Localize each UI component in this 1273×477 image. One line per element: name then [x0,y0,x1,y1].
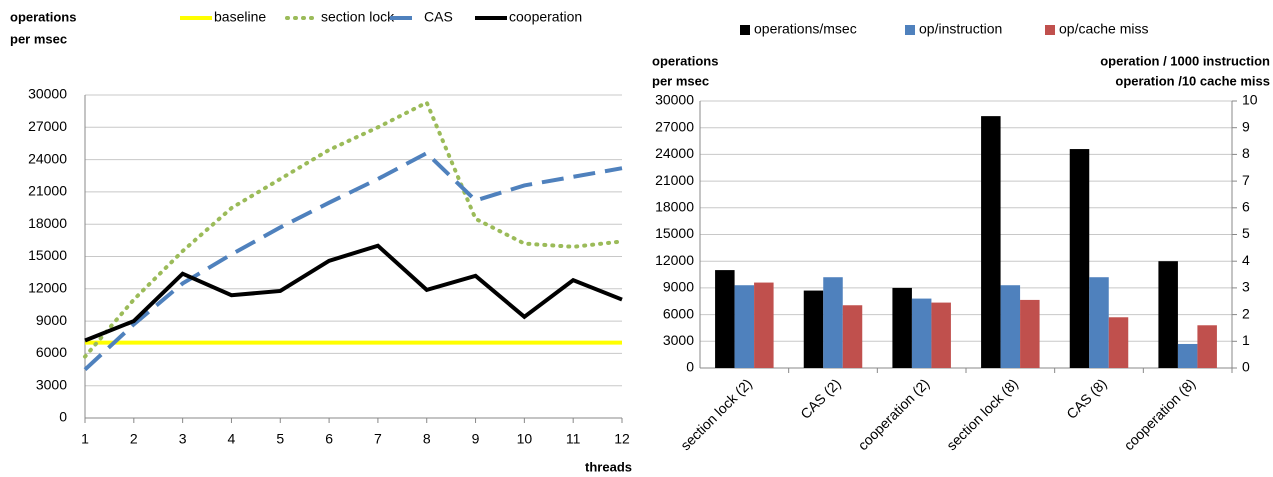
y-tick-label: 27000 [28,118,67,134]
y2-tick-label: 2 [1242,305,1250,321]
x-tick-label: 9 [472,431,480,447]
x-tick-label: 12 [614,431,630,447]
y-tick-label: 21000 [655,172,694,188]
y-tick-label: 6000 [663,305,694,321]
bar [1089,277,1109,368]
line-series [83,99,624,359]
bar [1020,299,1040,368]
y2-axis-label: operation / 1000 instruction [1100,53,1270,68]
bar [842,305,863,368]
bar [911,298,932,368]
x-tick-label: 7 [374,431,382,447]
y-tick-label: 9000 [663,279,694,295]
y-tick-label: 9000 [36,312,67,328]
legend-swatch [905,25,915,35]
y2-tick-label: 6 [1242,199,1250,215]
bar [734,285,755,368]
legend-label: op/cache miss [1059,21,1148,37]
legend-swatch [740,25,750,35]
y-axis-label: per msec [10,31,67,46]
y-tick-label: 30000 [655,92,694,108]
x-axis-label: threads [585,459,632,474]
x-tick-label: 2 [130,431,138,447]
y-tick-label: 3000 [36,376,67,392]
y-tick-label: 27000 [655,118,694,134]
bar [1177,343,1198,368]
legend-label: op/instruction [919,21,1002,37]
y-tick-label: 24000 [655,145,694,161]
bar [823,277,843,368]
legend-label: operations/msec [754,21,857,37]
y2-tick-label: 7 [1242,172,1250,188]
bar [1069,149,1090,368]
y-tick-label: 0 [59,409,67,425]
line-series [84,243,623,343]
bar [981,116,1001,368]
x-tick-label: 1 [81,431,89,447]
y-tick-label: 6000 [36,344,67,360]
y2-tick-label: 9 [1242,118,1250,134]
x-tick-label: 6 [325,431,333,447]
y-tick-label: 0 [686,359,694,375]
x-tick-label: 11 [566,431,581,447]
legend-label: baseline [214,9,266,25]
y2-tick-label: 1 [1242,332,1250,348]
x-tick-label: 10 [517,431,533,447]
y2-tick-label: 4 [1242,252,1250,268]
x-tick-label: section lock (8) [943,375,1021,453]
bar [1158,261,1178,368]
y2-axis-label: operation /10 cache miss [1115,73,1270,88]
x-tick-label: section lock (2) [677,375,755,453]
y-axis-label: operations [652,53,718,68]
legend-label: section lock [321,9,395,25]
y-axis-label: per msec [652,73,709,88]
y-tick-label: 3000 [663,332,694,348]
y2-tick-label: 3 [1242,279,1250,295]
bar [715,270,735,368]
y2-tick-label: 0 [1242,359,1250,375]
bar [803,290,824,368]
legend-label: CAS [424,9,453,25]
bar [931,302,951,368]
y-axis-label: operations [10,9,76,24]
y-tick-label: 18000 [28,215,67,231]
x-tick-label: CAS (2) [797,375,844,422]
x-tick-label: cooperation (8) [1121,375,1199,453]
bar [892,287,912,368]
bar [1197,325,1217,368]
y-tick-label: 30000 [28,86,67,102]
y-tick-label: 24000 [28,150,67,166]
legend-swatch [1045,25,1055,35]
y-tick-label: 15000 [655,225,694,241]
x-tick-label: 5 [276,431,284,447]
y2-tick-label: 8 [1242,145,1250,161]
bar [1108,317,1129,368]
line-series [83,150,623,372]
y-tick-label: 18000 [655,199,694,215]
x-tick-label: 8 [423,431,431,447]
y2-tick-label: 10 [1242,92,1258,108]
legend-label: cooperation [509,9,582,25]
y-tick-label: 12000 [28,280,67,296]
y-tick-label: 21000 [28,183,67,199]
y-tick-label: 15000 [28,247,67,263]
x-tick-label: CAS (8) [1063,375,1110,422]
x-tick-label: cooperation (2) [855,375,933,453]
x-tick-label: 4 [228,431,236,447]
y2-tick-label: 5 [1242,225,1250,241]
x-tick-label: 3 [179,431,187,447]
bar [1000,285,1021,368]
y-tick-label: 12000 [655,252,694,268]
bar [754,282,774,368]
